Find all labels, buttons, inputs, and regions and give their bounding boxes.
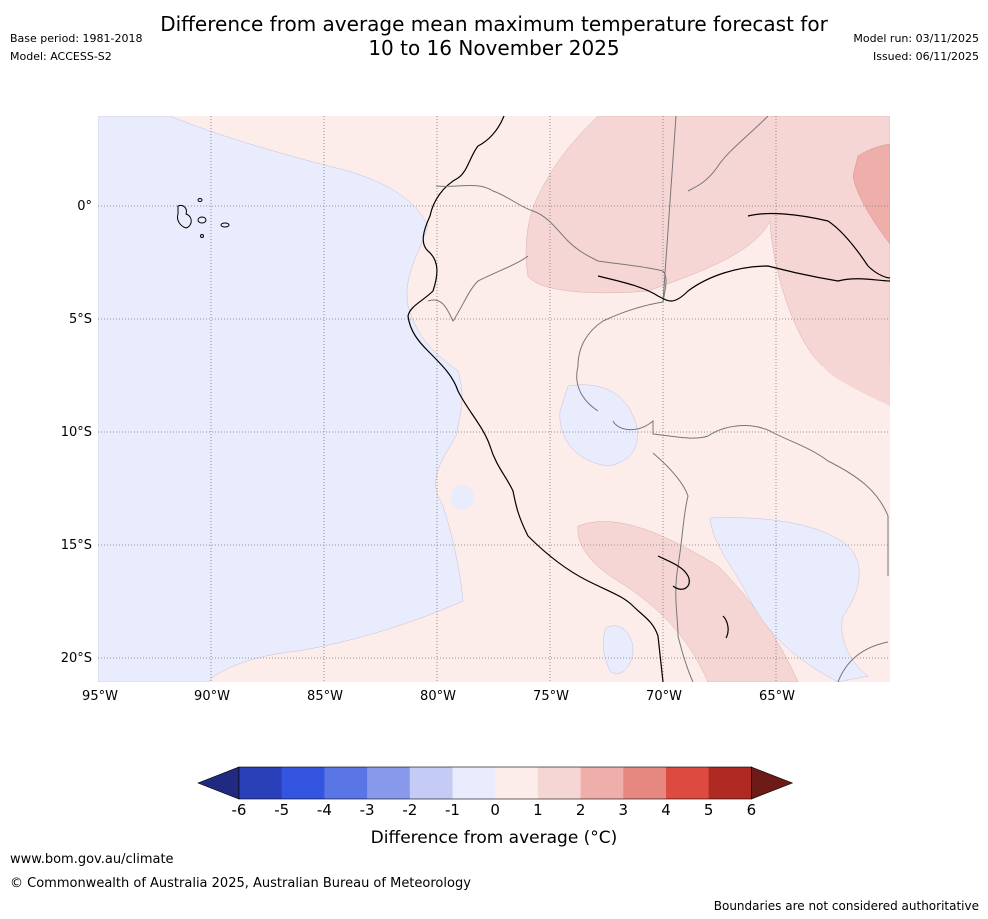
title-line-1: Difference from average mean maximum tem…	[160, 12, 828, 36]
model-name: Model: ACCESS-S2	[10, 50, 112, 63]
colorbar-segment	[623, 767, 667, 799]
chart-title: Difference from average mean maximum tem…	[0, 12, 988, 60]
colorbar-segment	[452, 767, 496, 799]
colorbar-tick-label: -1	[445, 801, 460, 819]
colorbar-tick-label: 4	[661, 801, 671, 819]
cool-patch-bolivia	[709, 517, 869, 682]
colorbar-segment	[409, 767, 453, 799]
colorbar-tick-label: -3	[359, 801, 375, 819]
colorbar-tick-label: 2	[575, 801, 586, 819]
title-line-2: 10 to 16 November 2025	[368, 36, 620, 60]
lon-label-90w: 90°W	[194, 689, 230, 704]
lat-label-20s: 20°S	[60, 651, 92, 666]
colorbar-caption: Difference from average (°C)	[370, 828, 618, 848]
model-run: Model run: 03/11/2025	[853, 32, 979, 45]
colorbar-segments	[197, 766, 794, 800]
colorbar	[197, 766, 794, 800]
colorbar-tick-label: -2	[402, 801, 418, 819]
lon-label-95w: 95°W	[82, 689, 118, 704]
warm-patch-northeast	[852, 143, 890, 245]
colorbar-segment	[708, 767, 752, 799]
galapagos-islands	[177, 198, 230, 238]
lat-label-15s: 15°S	[60, 538, 92, 553]
rivers	[597, 212, 890, 639]
map-svg	[98, 116, 890, 682]
base-period: Base period: 1981-2018	[10, 32, 143, 45]
colorbar-extend-high	[751, 766, 794, 800]
colorbar-tick-label: 5	[703, 801, 714, 819]
lat-label-0: 0°	[77, 199, 92, 214]
colorbar-segment	[537, 767, 582, 799]
colorbar-tick-label: 3	[618, 801, 629, 819]
meta-right: Model run: 03/11/2025 Issued: 06/11/2025	[853, 30, 979, 66]
meta-left: Base period: 1981-2018 Model: ACCESS-S2	[10, 30, 142, 66]
footer-copyright: © Commonwealth of Australia 2025, Austra…	[10, 876, 471, 891]
lon-label-85w: 85°W	[307, 689, 343, 704]
colorbar-tick-label: 6	[746, 801, 757, 819]
colorbar-segment	[281, 767, 325, 799]
lon-label-70w: 70°W	[646, 689, 682, 704]
map-panel	[98, 116, 890, 682]
warm-region-north	[525, 116, 890, 407]
lon-label-75w: 75°W	[533, 689, 569, 704]
lat-label-5s: 5°S	[68, 312, 92, 327]
colorbar-segment	[666, 767, 710, 799]
footer-disclaimer: Boundaries are not considered authoritat…	[713, 899, 979, 913]
coastline	[407, 116, 664, 682]
colorbar-tick-label: -5	[274, 801, 290, 819]
colorbar-extend-low	[197, 766, 240, 800]
colorbar-tick-label: -6	[231, 801, 247, 819]
warm-region-east	[823, 296, 890, 406]
lat-label-10s: 10°S	[60, 425, 92, 440]
gridlines	[98, 116, 890, 682]
colorbar-segment	[580, 767, 624, 799]
colorbar-tick-label: 0	[490, 801, 500, 819]
lon-label-80w: 80°W	[420, 689, 456, 704]
footer-url[interactable]: www.bom.gov.au/climate	[10, 852, 174, 867]
colorbar-segment	[367, 767, 411, 799]
cool-patch-peru	[559, 384, 638, 467]
colorbar-segment	[324, 767, 368, 799]
cool-patch-chile	[602, 625, 634, 674]
colorbar-tick-label: 1	[533, 801, 543, 819]
colorbar-segment	[495, 767, 539, 799]
cool-region-pacific	[98, 116, 464, 682]
colorbar-tick-label: -4	[316, 801, 332, 819]
cool-patch-coast	[450, 484, 475, 510]
colorbar-segment	[239, 767, 283, 799]
lon-label-65w: 65°W	[759, 689, 795, 704]
colorbar-outline	[238, 766, 752, 800]
issued-date: Issued: 06/11/2025	[872, 50, 979, 63]
